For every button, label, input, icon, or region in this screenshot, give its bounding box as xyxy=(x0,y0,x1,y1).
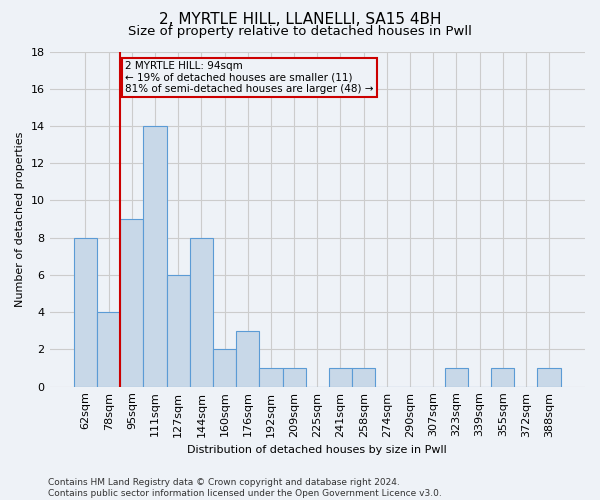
Text: 2 MYRTLE HILL: 94sqm
← 19% of detached houses are smaller (11)
81% of semi-detac: 2 MYRTLE HILL: 94sqm ← 19% of detached h… xyxy=(125,61,373,94)
Bar xyxy=(491,368,514,386)
Y-axis label: Number of detached properties: Number of detached properties xyxy=(15,132,25,307)
Bar xyxy=(445,368,468,386)
Text: Contains HM Land Registry data © Crown copyright and database right 2024.
Contai: Contains HM Land Registry data © Crown c… xyxy=(48,478,442,498)
Bar xyxy=(213,350,236,387)
Bar xyxy=(120,219,143,386)
Bar xyxy=(259,368,283,386)
Bar xyxy=(190,238,213,386)
Bar xyxy=(352,368,375,386)
Bar xyxy=(283,368,305,386)
Bar xyxy=(74,238,97,386)
Bar xyxy=(538,368,560,386)
Text: Size of property relative to detached houses in Pwll: Size of property relative to detached ho… xyxy=(128,25,472,38)
Bar xyxy=(236,331,259,386)
Bar xyxy=(167,275,190,386)
X-axis label: Distribution of detached houses by size in Pwll: Distribution of detached houses by size … xyxy=(187,445,447,455)
Text: 2, MYRTLE HILL, LLANELLI, SA15 4BH: 2, MYRTLE HILL, LLANELLI, SA15 4BH xyxy=(159,12,441,28)
Bar xyxy=(97,312,120,386)
Bar xyxy=(329,368,352,386)
Bar xyxy=(143,126,167,386)
